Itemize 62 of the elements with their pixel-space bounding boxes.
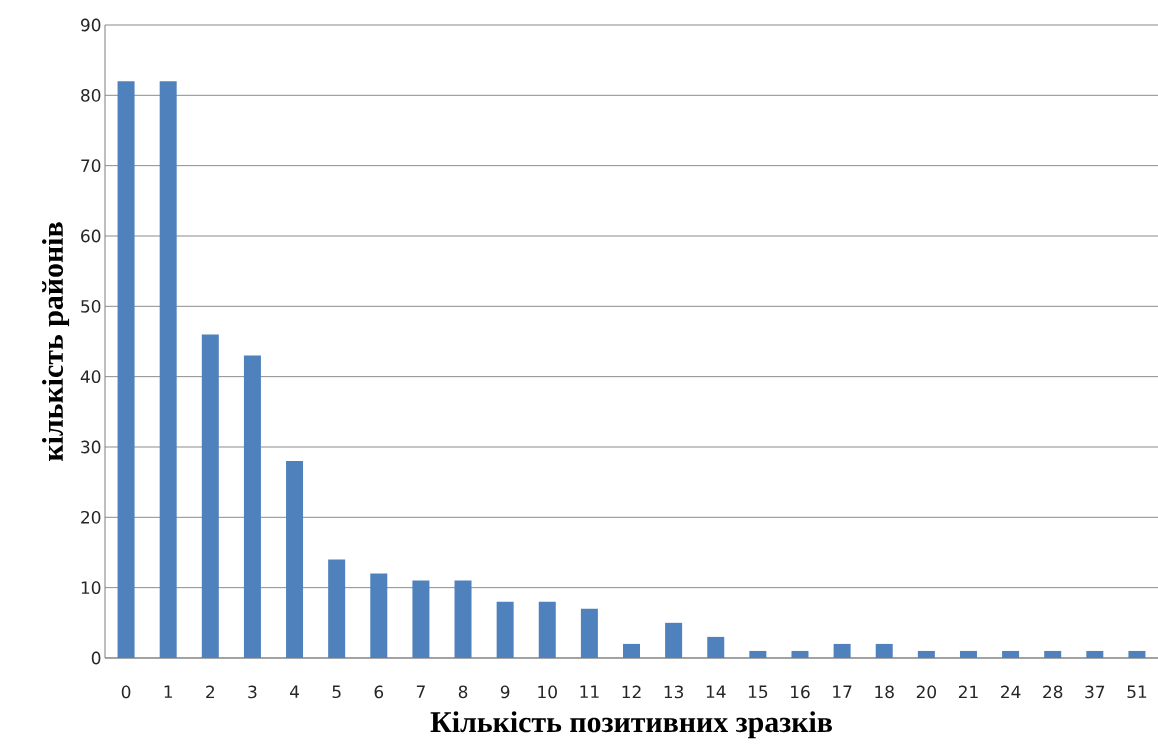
- x-tick-label: 8: [458, 685, 468, 699]
- x-tick-label: 28: [1043, 685, 1063, 699]
- x-tick-label: 9: [500, 685, 510, 699]
- x-tick-label: 2: [206, 685, 214, 699]
- y-tick-label: 50: [81, 299, 101, 313]
- y-tick-label: 60: [81, 229, 101, 243]
- bar: [159, 81, 177, 658]
- x-tick-label: 4: [289, 685, 299, 698]
- bar: [538, 601, 556, 658]
- x-tick-label: 12: [622, 685, 641, 699]
- bar: [959, 650, 977, 658]
- x-tick-label: 14: [706, 685, 726, 698]
- x-tick-label: 5: [332, 685, 341, 699]
- bar: [1002, 650, 1020, 658]
- x-tick-label: 21: [958, 685, 978, 699]
- x-axis-title: Кількість позитивних зразків: [430, 711, 832, 739]
- x-tick-label: 16: [791, 685, 810, 699]
- bar: [875, 643, 893, 658]
- y-tick-label: 40: [80, 370, 101, 384]
- y-tick-label: 30: [81, 440, 101, 454]
- bar: [1044, 650, 1062, 658]
- bar: [454, 580, 472, 658]
- x-tick-label: 11: [580, 685, 599, 698]
- bar: [580, 608, 598, 658]
- bar: [749, 650, 767, 658]
- bar: [370, 573, 388, 658]
- bar: [707, 636, 725, 658]
- bar: [623, 643, 640, 658]
- x-tick-label: 37: [1085, 685, 1105, 699]
- bar: [328, 559, 346, 658]
- y-axis-title: кількість районів: [42, 222, 70, 461]
- bar: [201, 334, 219, 658]
- x-tick-label: 20: [916, 685, 936, 699]
- bar: [665, 622, 683, 658]
- x-tick-label: 51: [1127, 685, 1147, 699]
- x-tick-label: 10: [538, 685, 557, 699]
- y-tick-label: 10: [81, 581, 101, 595]
- y-tick-label: 0: [91, 651, 101, 665]
- bar: [1128, 650, 1146, 658]
- bar: [833, 643, 851, 658]
- x-tick-label: 7: [416, 685, 425, 698]
- x-tick-label: 0: [121, 685, 131, 699]
- x-tick-label: 1: [164, 685, 173, 698]
- bar: [1086, 650, 1104, 658]
- x-tick-label: 24: [1001, 685, 1021, 699]
- y-tick-label: 20: [81, 510, 101, 524]
- bar: [286, 461, 304, 658]
- bar: [117, 81, 135, 658]
- x-tick-label: 18: [875, 685, 894, 699]
- y-tick-label: 90: [81, 18, 101, 32]
- x-tick-label: 13: [664, 685, 684, 699]
- x-tick-label: 3: [248, 685, 257, 699]
- bar: [791, 650, 809, 658]
- x-tick-label: 6: [374, 685, 384, 699]
- x-tick-label: 17: [833, 685, 852, 698]
- bar: [412, 580, 430, 658]
- bar: [917, 650, 935, 658]
- x-tick-label: 15: [748, 685, 768, 699]
- bar: [243, 355, 261, 658]
- y-tick-label: 80: [81, 88, 101, 102]
- bar: [496, 601, 514, 658]
- y-tick-label: 70: [81, 159, 101, 173]
